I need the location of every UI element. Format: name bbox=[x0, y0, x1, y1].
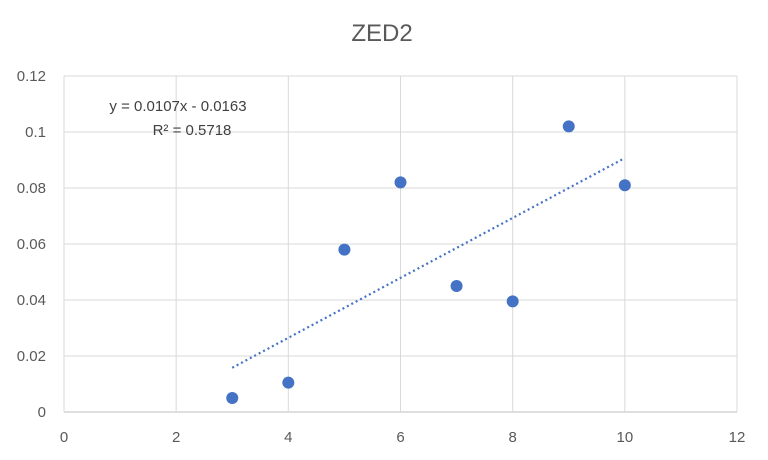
x-tick-label: 10 bbox=[616, 429, 633, 446]
y-tick-label: 0 bbox=[38, 404, 46, 421]
y-tick-label: 0.06 bbox=[17, 236, 46, 253]
data-point bbox=[562, 120, 575, 133]
trendline-r-squared: R² = 0.5718 bbox=[153, 122, 232, 139]
trendline-equation: y = 0.0107x - 0.0163 bbox=[109, 98, 246, 115]
y-tick-label: 0.02 bbox=[17, 348, 46, 365]
x-tick-label: 0 bbox=[60, 429, 68, 446]
x-tick-label: 4 bbox=[284, 429, 292, 446]
x-tick-label: 12 bbox=[729, 429, 746, 446]
data-points bbox=[226, 120, 631, 404]
y-tick-label: 0.12 bbox=[17, 68, 46, 85]
data-point bbox=[394, 176, 407, 189]
data-point bbox=[282, 376, 295, 389]
data-point bbox=[338, 243, 351, 256]
y-axis-tick-labels: 0 0.02 0.04 0.06 0.08 0.1 0.12 bbox=[17, 68, 46, 421]
linear-trendline bbox=[231, 157, 626, 369]
data-point bbox=[226, 392, 239, 404]
data-point bbox=[618, 179, 631, 192]
x-axis-tick-labels: 0 2 4 6 8 10 12 bbox=[60, 429, 746, 446]
y-tick-label: 0.08 bbox=[17, 180, 46, 197]
y-tick-label: 0.1 bbox=[25, 124, 46, 141]
chart-title: ZED2 bbox=[351, 20, 412, 47]
data-point bbox=[450, 280, 463, 292]
x-tick-label: 8 bbox=[508, 429, 516, 446]
x-tick-label: 6 bbox=[396, 429, 404, 446]
y-tick-label: 0.04 bbox=[17, 292, 46, 309]
data-point bbox=[506, 295, 519, 308]
x-tick-label: 2 bbox=[172, 429, 180, 446]
